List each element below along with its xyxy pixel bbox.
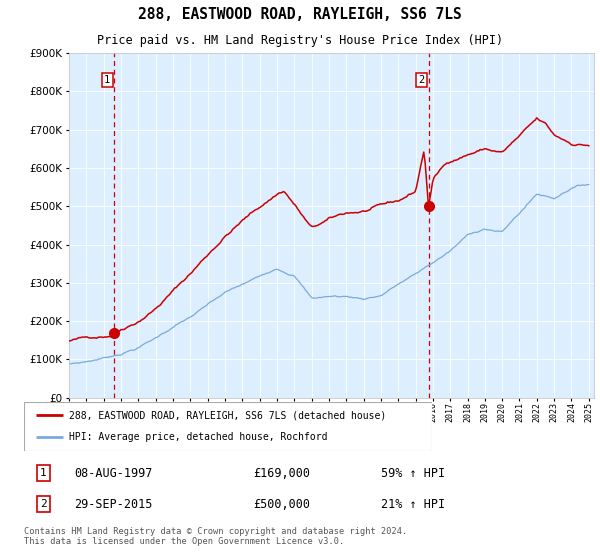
Text: 59% ↑ HPI: 59% ↑ HPI	[381, 466, 445, 480]
Text: £500,000: £500,000	[253, 497, 310, 511]
Text: 2: 2	[418, 75, 425, 85]
Text: 288, EASTWOOD ROAD, RAYLEIGH, SS6 7LS: 288, EASTWOOD ROAD, RAYLEIGH, SS6 7LS	[138, 7, 462, 22]
Text: 1: 1	[104, 75, 110, 85]
Text: £169,000: £169,000	[253, 466, 310, 480]
Text: Contains HM Land Registry data © Crown copyright and database right 2024.
This d: Contains HM Land Registry data © Crown c…	[24, 526, 407, 546]
Text: HPI: Average price, detached house, Rochford: HPI: Average price, detached house, Roch…	[69, 432, 328, 442]
Text: 08-AUG-1997: 08-AUG-1997	[74, 466, 152, 480]
Text: 29-SEP-2015: 29-SEP-2015	[74, 497, 152, 511]
Text: 21% ↑ HPI: 21% ↑ HPI	[381, 497, 445, 511]
Text: 2: 2	[40, 499, 47, 509]
Text: Price paid vs. HM Land Registry's House Price Index (HPI): Price paid vs. HM Land Registry's House …	[97, 34, 503, 47]
FancyBboxPatch shape	[24, 402, 432, 451]
Text: 1: 1	[40, 468, 47, 478]
Text: 288, EASTWOOD ROAD, RAYLEIGH, SS6 7LS (detached house): 288, EASTWOOD ROAD, RAYLEIGH, SS6 7LS (d…	[69, 410, 386, 421]
